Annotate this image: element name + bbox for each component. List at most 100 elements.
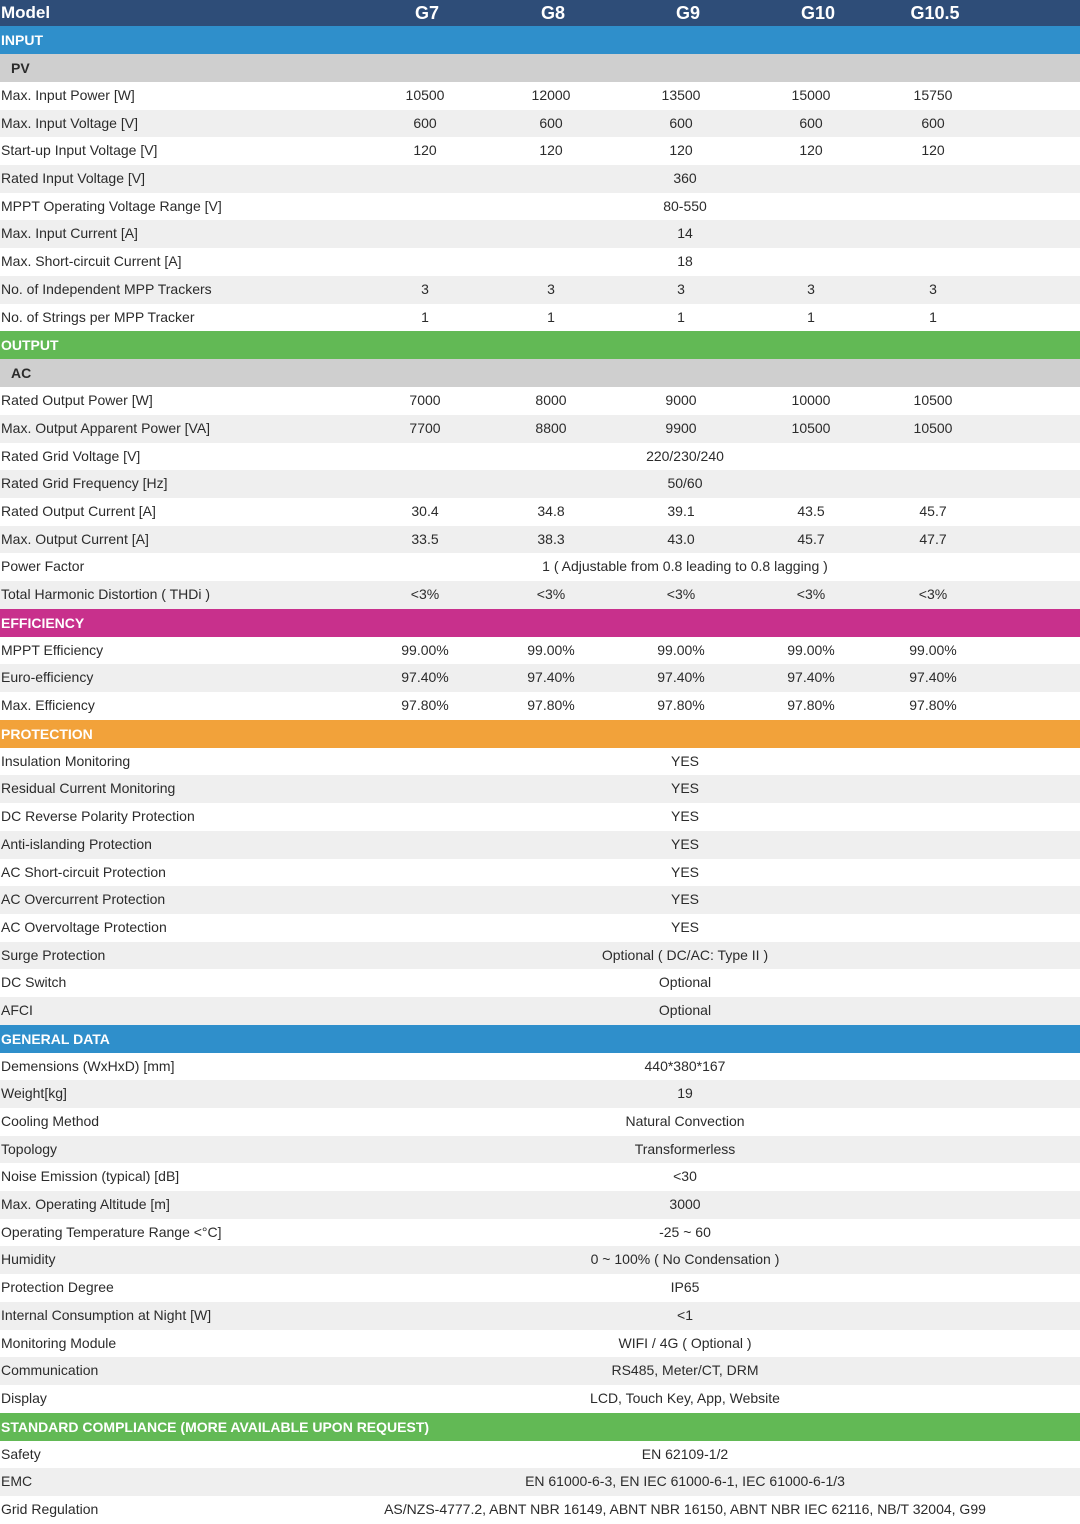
spec-label: Start-up Input Voltage [V] [1,142,158,159]
spec-value-span: <30 [673,1168,697,1185]
spec-row: EMC EN 61000-6-3, EN IEC 61000-6-1, IEC 6… [0,1468,1080,1496]
spec-label: Rated Grid Frequency [Hz] [1,475,168,492]
spec-value: 43.0 [667,530,695,547]
spec-label: Euro-efficiency [1,669,94,686]
section-header: STANDARD COMPLIANCE (MORE AVAILABLE UPON… [0,1412,1080,1441]
spec-row: AC Overcurrent Protection YES [0,886,1080,914]
spec-value-span: 0 ~ 100% ( No Condensation ) [590,1251,780,1268]
spec-value-span: YES [670,752,699,769]
spec-row: Anti-islanding Protection YES [0,830,1080,859]
spec-label: Rated Output Current [A] [1,502,156,519]
spec-value: 3 [807,280,815,297]
spec-value: <3% [410,586,440,602]
spec-row: Max. Short-circuit Current [A] 18 [0,248,1080,276]
spec-value-span: Optional [658,1001,712,1018]
spec-row: AC Short-circuit Protection YES [0,858,1080,887]
spec-label: No. of Strings per MPP Tracker [1,308,195,325]
spec-value: 99.00% [401,641,449,658]
spec-value-span: YES [670,863,699,880]
spec-label: DC Reverse Polarity Protection [1,808,195,825]
spec-value: <3% [796,586,826,602]
spec-value-span: EN 61000-6-3, EN IEC 61000-6-1, IEC 6100… [525,1473,845,1490]
spec-value-span: WIFI / 4G ( Optional ) [618,1334,752,1351]
spec-value: 10000 [791,392,831,409]
spec-value: 12000 [531,87,571,103]
spec-value: 1 [929,308,937,325]
spec-value-span: 14 [677,225,693,242]
spec-value: 120 [799,142,823,159]
spec-label: Surge Protection [1,946,106,963]
spec-row: Rated Output Power [W] 7000 8000 9000 10000 1… [0,387,1080,415]
spec-label: Max. Input Power [W] [1,87,135,103]
spec-value: 38.3 [537,530,565,547]
spec-label: Max. Efficiency [1,697,95,714]
spec-value: 600 [669,114,693,131]
spec-value: 97.80% [787,697,835,714]
spec-label: Monitoring Module [1,1334,117,1351]
spec-value-span: 1 ( Adjustable from 0.8 leading to 0.8 l… [542,558,828,575]
spec-value-span: Optional [658,974,712,991]
spec-label: Display [1,1389,47,1406]
model-label: Model [1,3,51,22]
spec-row: Monitoring Module WIFI / 4G ( Optional ) [0,1329,1080,1358]
spec-label: Communication [1,1362,99,1379]
spec-value: 3 [547,280,555,297]
section-header: INPUT [0,26,1080,54]
spec-row: Max. Input Voltage [V] 600 600 600 600 600 [0,109,1080,138]
spec-label: Max. Operating Altitude [m] [1,1196,170,1213]
model-name: G9 [675,3,700,23]
spec-value-span: YES [670,918,699,935]
model-header-row: Model G7 G8 G9 G10 G10.5 [0,0,1080,26]
section-title: PROTECTION [1,725,93,742]
spec-row: Safety EN 62109-1/2 [0,1440,1080,1469]
spec-value-span: Natural Convection [625,1113,745,1129]
spec-value-span: 18 [677,253,693,270]
spec-value-span: 19 [677,1085,693,1102]
spec-value-span: YES [670,808,699,825]
spec-value: 1 [677,308,685,325]
spec-row: Max. Output Current [A] 33.5 38.3 43.0 45.7 4… [0,525,1080,554]
spec-row: No. of Independent MPP Trackers 3 3 3 3 3 [0,275,1080,304]
spec-label: Internal Consumption at Night [W] [1,1306,212,1323]
section-title: OUTPUT [1,337,59,354]
spec-value-span: AS/NZS-4777.2, ABNT NBR 16149, ABNT NBR … [384,1500,986,1517]
section-title: GENERAL DATA [1,1030,110,1047]
spec-label: MPPT Efficiency [1,641,104,658]
spec-label: Rated Output Power [W] [1,392,153,409]
spec-value: 120 [413,142,437,159]
spec-value: 15000 [791,87,831,103]
model-name: G10.5 [910,3,960,23]
spec-label: Humidity [1,1251,56,1268]
spec-label: AC Overvoltage Protection [1,918,167,935]
spec-value: 39.1 [667,502,695,519]
spec-value: 97.40% [401,669,449,686]
spec-value: 10500 [405,87,445,103]
spec-row: Residual Current Monitoring YES [0,775,1080,804]
spec-value: 99.00% [657,641,705,658]
spec-value: 43.5 [797,502,825,519]
spec-value: 120 [669,142,693,159]
spec-row: Max. Operating Altitude [m] 3000 [0,1191,1080,1219]
spec-row: Rated Grid Voltage [V] 220/230/240 [0,442,1080,471]
spec-value: 1 [547,308,555,325]
spec-value: 97.80% [527,697,575,714]
spec-value-span: LCD, Touch Key, App, Website [590,1389,780,1406]
spec-row: Total Harmonic Distortion ( THDi ) <3% <3%… [0,581,1080,609]
spec-label: Max. Output Apparent Power [VA] [1,419,211,436]
spec-value-span: -25 ~ 60 [659,1223,711,1240]
spec-row: Noise Emission (typical) [dB] <30 [0,1163,1080,1192]
spec-value: 3 [421,280,429,297]
spec-value: 3 [677,280,685,297]
spec-label: Safety [1,1445,41,1462]
spec-label: Total Harmonic Distortion ( THDi ) [1,586,211,602]
section-header: EFFICIENCY [0,608,1080,637]
spec-label: Max. Short-circuit Current [A] [1,253,182,270]
spec-value: 8800 [535,419,567,436]
spec-value-span: 50/60 [667,475,703,492]
spec-row: Communication RS485, Meter/CT, DRM [0,1357,1080,1385]
spec-row: Operating Temperature Range <°C] -25 ~ 60 [0,1218,1080,1247]
spec-label: Max. Input Voltage [V] [1,114,138,131]
spec-value: 34.8 [537,502,565,519]
spec-row: Insulation Monitoring YES [0,747,1080,776]
subsection-header: PV [0,54,1080,82]
